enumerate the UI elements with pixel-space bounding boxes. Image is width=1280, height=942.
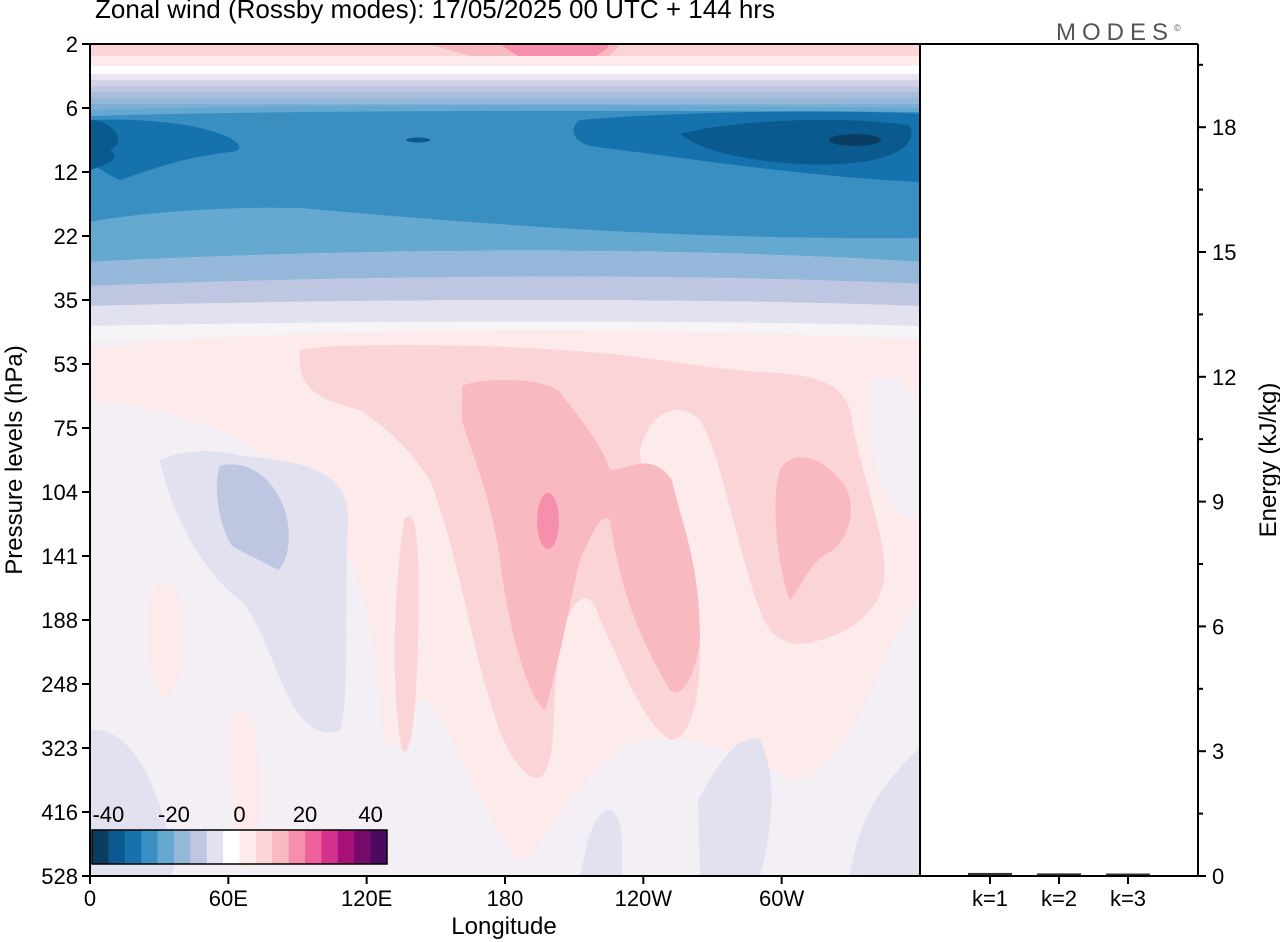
energy-tick-label: 15 <box>1212 240 1236 265</box>
colorbar-swatch <box>321 830 339 864</box>
x-tick-label: 0 <box>84 886 96 911</box>
colorbar-label: 20 <box>293 802 317 827</box>
y-tick-label: 141 <box>41 544 78 569</box>
jet-core-small <box>406 137 430 143</box>
plume-west <box>775 457 851 600</box>
jet-core <box>829 134 881 146</box>
neg-bottom-mid <box>580 810 622 876</box>
neg-west <box>160 451 349 733</box>
streak-2 <box>148 582 185 697</box>
band-lilac-1 <box>90 74 920 80</box>
jet-inner <box>90 119 240 180</box>
energy-tick-label: 12 <box>1212 365 1236 390</box>
band-below-jet-2 <box>90 276 920 306</box>
band-below-jet-3 <box>90 300 920 326</box>
colorbar-swatch <box>206 830 224 864</box>
neg-bottom-east <box>698 738 772 876</box>
plume-max <box>537 493 559 549</box>
jet-left-lobe <box>90 120 119 170</box>
x-tick-label: 60W <box>759 886 804 911</box>
x-axis-ticks: 0 60E 120E 180 120W 60W <box>84 876 805 911</box>
energy-tick-label: 9 <box>1212 490 1224 515</box>
x-tick-label: 120E <box>341 886 392 911</box>
colorbar-swatch <box>272 830 290 864</box>
colorbar: -40 -20 0 20 40 <box>91 802 388 865</box>
band-white-1 <box>90 66 920 74</box>
colorbar-label: -20 <box>158 802 190 827</box>
colorbar-swatch <box>370 830 388 864</box>
chart-title: Zonal wind (Rossby modes): 17/05/2025 00… <box>95 0 775 24</box>
colorbar-swatch <box>288 830 306 864</box>
colorbar-swatch <box>92 830 109 864</box>
energy-bar <box>968 872 1012 875</box>
band-lilac-2 <box>90 80 920 86</box>
y-tick-label: 416 <box>41 800 78 825</box>
x-tick-label: 120W <box>615 886 673 911</box>
colorbar-swatch <box>173 830 191 864</box>
colorbar-label: -40 <box>92 802 124 827</box>
band-below-jet-1 <box>90 250 920 286</box>
x-tick-label: 180 <box>487 886 524 911</box>
plume-right-edge <box>870 377 920 520</box>
colorbar-swatch <box>354 830 372 864</box>
y-axis-label: Pressure levels (hPa) <box>1 345 28 574</box>
y-tick-label: 75 <box>54 416 78 441</box>
trop-pink <box>299 345 885 779</box>
colorbar-swatch <box>337 830 355 864</box>
band-lilac-3 <box>90 86 920 92</box>
band-blue-1 <box>90 92 920 98</box>
energy-bar <box>1037 873 1081 875</box>
plume-central <box>462 379 700 710</box>
neg-west-core <box>216 464 289 570</box>
y-tick-label: 22 <box>54 224 78 249</box>
colorbar-swatch <box>141 830 159 864</box>
y-tick-label: 35 <box>54 288 78 313</box>
y-tick-label: 12 <box>54 160 78 185</box>
energy-tick-label: 18 <box>1212 115 1236 140</box>
y-tick-label: 323 <box>41 736 78 761</box>
x-tick-label: 60E <box>209 886 248 911</box>
y-tick-label: 188 <box>41 608 78 633</box>
y-tick-label: 248 <box>41 672 78 697</box>
band-light-pink <box>90 56 920 66</box>
neg-bottom-right <box>850 746 920 876</box>
energy-bar-label: k=3 <box>1110 886 1146 911</box>
energy-bar <box>1106 873 1150 875</box>
y-axis-ticks: 2 6 12 22 35 53 75 104 141 188 248 323 416 528 <box>41 32 90 889</box>
energy-bar-label: k=2 <box>1041 886 1077 911</box>
colorbar-swatch <box>239 830 257 864</box>
colorbar-swatch <box>305 830 322 864</box>
band-blue-2 <box>90 98 920 104</box>
colorbar-swatch <box>223 830 240 864</box>
colorbar-frame <box>91 829 388 865</box>
contour-field <box>90 44 920 876</box>
colorbar-label: 0 <box>233 802 245 827</box>
colorbar-label: 40 <box>358 802 382 827</box>
jet-deep <box>680 119 912 165</box>
colorbar-swatch <box>124 830 142 864</box>
y-tick-label: 53 <box>54 352 78 377</box>
colorbar-swatch <box>255 830 273 864</box>
energy-axis-ticks: 0 3 6 9 12 15 18 <box>1198 63 1236 889</box>
energy-tick-label: 6 <box>1212 614 1224 639</box>
y-tick-label: 6 <box>66 96 78 121</box>
y-tick-label: 104 <box>41 480 78 505</box>
modes-logo: MODES© <box>1056 19 1181 46</box>
y-tick-label: 2 <box>66 32 78 57</box>
x-axis-label: Longitude <box>451 913 556 940</box>
colorbar-swatch <box>108 830 126 864</box>
y-tick-label: 528 <box>41 864 78 889</box>
energy-tick-label: 0 <box>1212 864 1224 889</box>
colorbar-swatch <box>157 830 175 864</box>
energy-axis-label: Energy (kJ/kg) <box>1255 383 1280 538</box>
colorbar-swatch <box>190 830 208 864</box>
energy-tick-label: 3 <box>1212 739 1224 764</box>
streak-1 <box>394 516 419 752</box>
energy-bars: k=1 k=2 k=3 <box>968 872 1150 911</box>
energy-bar-label: k=1 <box>972 886 1008 911</box>
